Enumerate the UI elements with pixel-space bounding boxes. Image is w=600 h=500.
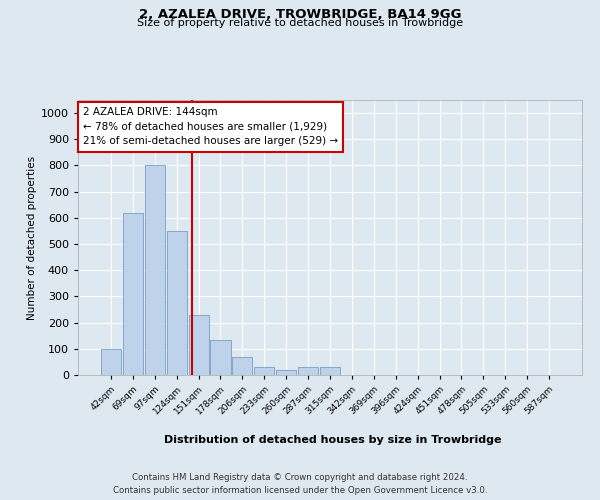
- Text: Contains HM Land Registry data © Crown copyright and database right 2024.
Contai: Contains HM Land Registry data © Crown c…: [113, 474, 487, 495]
- Bar: [232, 356, 253, 375]
- Y-axis label: Number of detached properties: Number of detached properties: [27, 156, 37, 320]
- Text: Size of property relative to detached houses in Trowbridge: Size of property relative to detached ho…: [137, 18, 463, 28]
- Bar: [101, 349, 121, 375]
- Bar: [145, 166, 165, 375]
- Bar: [211, 340, 230, 375]
- Bar: [320, 367, 340, 375]
- Bar: [276, 370, 296, 375]
- Bar: [188, 315, 209, 375]
- Bar: [167, 231, 187, 375]
- Bar: [254, 367, 274, 375]
- Text: 2 AZALEA DRIVE: 144sqm
← 78% of detached houses are smaller (1,929)
21% of semi-: 2 AZALEA DRIVE: 144sqm ← 78% of detached…: [83, 107, 338, 146]
- Text: 2, AZALEA DRIVE, TROWBRIDGE, BA14 9GG: 2, AZALEA DRIVE, TROWBRIDGE, BA14 9GG: [139, 8, 461, 20]
- Text: Distribution of detached houses by size in Trowbridge: Distribution of detached houses by size …: [164, 435, 502, 445]
- Bar: [123, 212, 143, 375]
- Bar: [298, 367, 318, 375]
